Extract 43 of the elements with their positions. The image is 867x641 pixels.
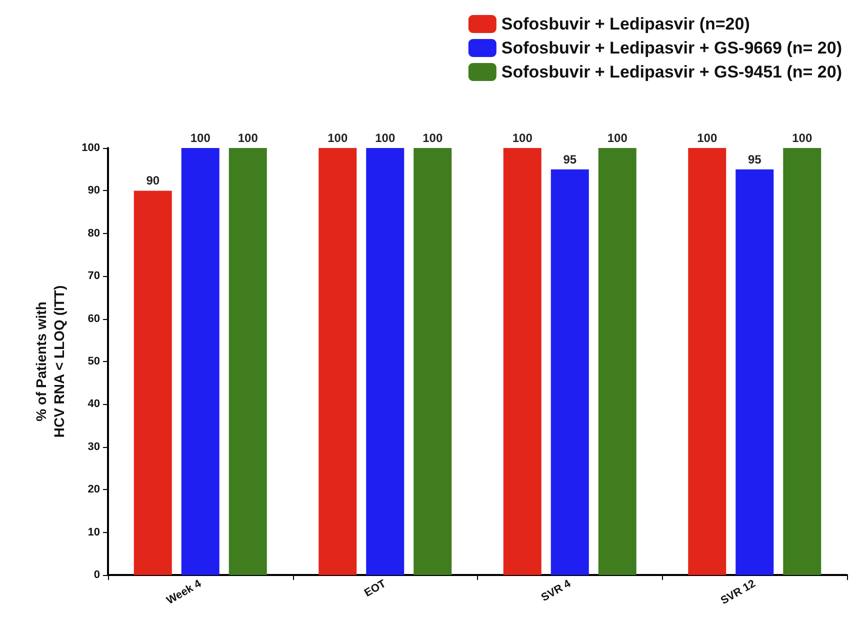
bar: [783, 148, 822, 575]
y-tick-label: 70: [88, 270, 100, 282]
legend-label: Sofosbuvir + Ledipasvir + GS-9669 (n= 20): [501, 38, 842, 58]
data-label: 100: [512, 131, 533, 145]
y-tick-label: 10: [88, 526, 100, 538]
bar: [598, 148, 636, 575]
y-tick-label: 0: [94, 569, 100, 581]
y-tick-label: 90: [88, 184, 100, 197]
x-tick-label: SVR 4: [539, 577, 574, 604]
data-label: 100: [792, 131, 812, 145]
bar: [228, 148, 267, 575]
bar: [550, 169, 589, 575]
legend-label: Sofosbuvir + Ledipasvir + GS-9451 (n= 20): [501, 62, 842, 82]
y-tick-label: 100: [82, 142, 100, 154]
y-tick-label: 20: [88, 484, 100, 496]
data-label: 100: [607, 131, 628, 145]
y-tick-label: 50: [88, 356, 100, 368]
data-label: 100: [422, 131, 443, 145]
data-label: 100: [328, 131, 348, 145]
data-label: 100: [190, 131, 211, 145]
data-label: 100: [697, 131, 718, 145]
bar: [414, 148, 452, 575]
y-axis-title: % of Patients with HCV RNA < LLOQ (ITT): [33, 285, 67, 438]
bar: [503, 148, 542, 575]
bar: [134, 190, 172, 575]
y-tick-label: 60: [88, 312, 100, 325]
y-tick-label: 30: [88, 440, 100, 453]
data-label: 95: [748, 152, 762, 166]
bar: [688, 148, 726, 575]
legend-label: Sofosbuvir + Ledipasvir (n=20): [501, 14, 750, 34]
x-tick-label: EOT: [362, 578, 388, 600]
data-label: 95: [563, 152, 577, 166]
data-label: 100: [238, 131, 258, 145]
bar: [181, 148, 220, 575]
bar: [736, 169, 774, 575]
bar: [318, 148, 357, 575]
bar: [366, 148, 404, 575]
y-tick-label: 80: [88, 227, 100, 240]
data-label: 90: [146, 174, 160, 188]
x-tick-label: Week 4: [164, 577, 204, 608]
data-label: 100: [375, 131, 396, 145]
x-tick-label: SVR 12: [718, 578, 758, 608]
y-tick-label: 40: [88, 398, 100, 410]
